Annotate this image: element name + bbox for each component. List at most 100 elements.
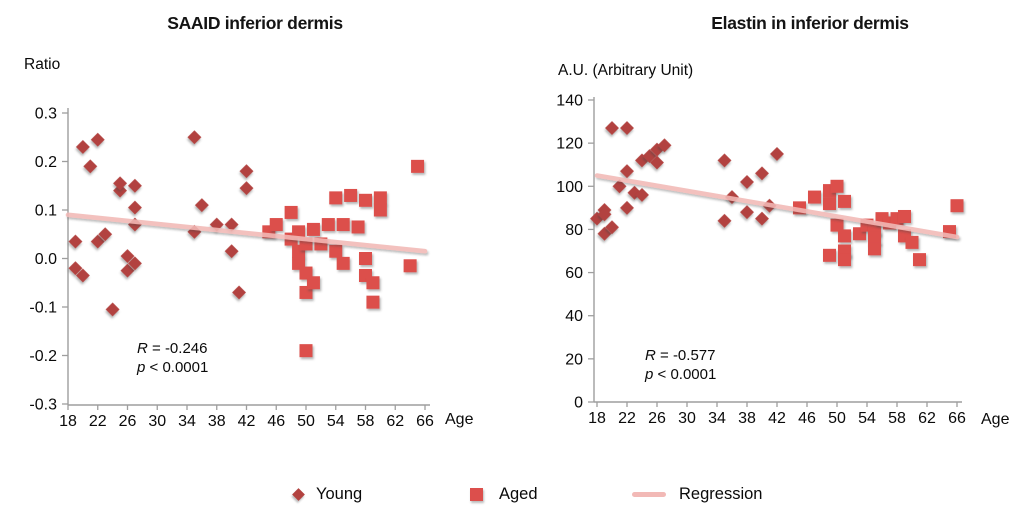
aged-point bbox=[913, 253, 926, 267]
young-point bbox=[83, 159, 98, 174]
young-point bbox=[239, 181, 254, 196]
stats-right-p-value: < 0.0001 bbox=[653, 365, 717, 383]
young-point bbox=[740, 175, 754, 189]
y-tick-label: 0.1 bbox=[35, 203, 57, 220]
young-point bbox=[128, 178, 142, 193]
young-point bbox=[620, 164, 634, 179]
aged-point bbox=[838, 253, 851, 267]
young-point bbox=[232, 285, 246, 300]
aged-point bbox=[838, 194, 851, 208]
young-diamond-icon bbox=[292, 488, 305, 501]
y-tick-label: 0.0 bbox=[35, 251, 57, 268]
y-tick-label: -0.1 bbox=[29, 300, 57, 317]
y-axis-label-au: A.U. (Arbitrary Unit) bbox=[558, 62, 694, 79]
stats-left-p-label: p bbox=[137, 358, 146, 376]
young-point bbox=[75, 268, 90, 283]
aged-point bbox=[336, 218, 350, 232]
x-tick-label: 22 bbox=[89, 413, 107, 430]
aged-point bbox=[830, 218, 844, 232]
aged-point bbox=[868, 242, 881, 256]
chart-title-saaid: SAAID inferior dermis bbox=[167, 13, 343, 33]
young-point bbox=[239, 164, 254, 179]
x-tick-label: 54 bbox=[327, 413, 345, 430]
aged-point bbox=[292, 225, 306, 239]
young-point bbox=[68, 261, 83, 276]
young-point bbox=[75, 140, 90, 154]
x-tick-label: 38 bbox=[738, 410, 756, 427]
aged-point bbox=[823, 248, 836, 262]
x-tick-label: 46 bbox=[267, 413, 285, 430]
x-tick-label: 46 bbox=[798, 410, 816, 427]
aged-point bbox=[366, 276, 380, 290]
young-point bbox=[105, 302, 120, 317]
y-tick-label: 40 bbox=[565, 308, 583, 325]
aged-point bbox=[868, 231, 881, 245]
x-tick-label: 18 bbox=[588, 410, 606, 427]
aged-point bbox=[366, 295, 380, 309]
legend-item-aged: Aged bbox=[470, 485, 538, 504]
x-tick-label: 18 bbox=[59, 413, 77, 430]
young-point bbox=[755, 211, 769, 226]
aged-point bbox=[269, 218, 283, 232]
stats-left-p-value: < 0.0001 bbox=[145, 358, 209, 376]
aged-point bbox=[336, 256, 350, 270]
aged-point bbox=[830, 179, 844, 193]
young-point bbox=[740, 205, 754, 220]
x-tick-label: 62 bbox=[386, 413, 404, 430]
stats-left-r-label: R bbox=[137, 340, 148, 357]
x-tick-label: 62 bbox=[918, 410, 936, 427]
x-tick-label: 38 bbox=[208, 413, 226, 430]
aged-point bbox=[838, 229, 851, 243]
aged-point bbox=[950, 199, 964, 213]
chart-title-elastin: Elastin in inferior dermis bbox=[711, 13, 909, 33]
y-axis-label-ratio: Ratio bbox=[24, 56, 61, 73]
x-tick-label: 66 bbox=[416, 413, 434, 430]
aged-point bbox=[808, 190, 821, 204]
legend-label-aged: Aged bbox=[499, 485, 538, 503]
stats-right-p-label: p bbox=[645, 365, 654, 383]
stats-left: R = -0.246 p < 0.0001 bbox=[137, 340, 208, 377]
aged-point bbox=[411, 159, 425, 173]
young-point bbox=[605, 121, 619, 135]
x-tick-label: 66 bbox=[948, 410, 966, 427]
x-tick-label: 42 bbox=[768, 410, 786, 427]
y-tick-label: 80 bbox=[565, 222, 583, 239]
aged-point bbox=[351, 220, 365, 234]
x-axis-label-age-right: Age bbox=[981, 411, 1010, 428]
aged-point bbox=[359, 193, 372, 207]
y-tick-label: 20 bbox=[565, 351, 583, 368]
y-tick-label: 0.2 bbox=[35, 154, 57, 171]
x-tick-label: 30 bbox=[148, 413, 166, 430]
aged-point bbox=[306, 222, 320, 236]
y-tick-label: 60 bbox=[565, 265, 583, 282]
stats-right-r-value: = -0.577 bbox=[655, 347, 716, 364]
y-tick-label: 140 bbox=[556, 93, 583, 110]
young-point bbox=[770, 146, 784, 161]
young-point bbox=[717, 153, 732, 168]
aged-point bbox=[306, 276, 320, 290]
aged-point bbox=[905, 235, 919, 249]
regression-line-icon bbox=[632, 492, 666, 497]
stats-right-r-label: R bbox=[645, 347, 656, 364]
y-tick-label: 0 bbox=[574, 395, 583, 412]
young-point bbox=[717, 213, 732, 228]
x-tick-label: 34 bbox=[178, 413, 196, 430]
young-point bbox=[90, 132, 105, 147]
x-axis-label-age-left: Age bbox=[445, 411, 474, 428]
y-tick-label: 0.3 bbox=[35, 106, 57, 123]
young-point bbox=[120, 263, 135, 278]
legend-label-regression: Regression bbox=[679, 485, 763, 503]
young-point bbox=[620, 200, 634, 215]
aged-point bbox=[344, 188, 358, 202]
x-tick-label: 42 bbox=[238, 413, 256, 430]
legend-item-regression: Regression bbox=[632, 485, 762, 504]
young-point bbox=[187, 130, 202, 145]
young-point bbox=[194, 198, 209, 213]
aged-square-icon bbox=[470, 488, 483, 501]
aged-point bbox=[823, 197, 836, 211]
aged-point bbox=[898, 209, 911, 223]
young-point bbox=[755, 166, 769, 181]
aged-point bbox=[373, 191, 387, 205]
